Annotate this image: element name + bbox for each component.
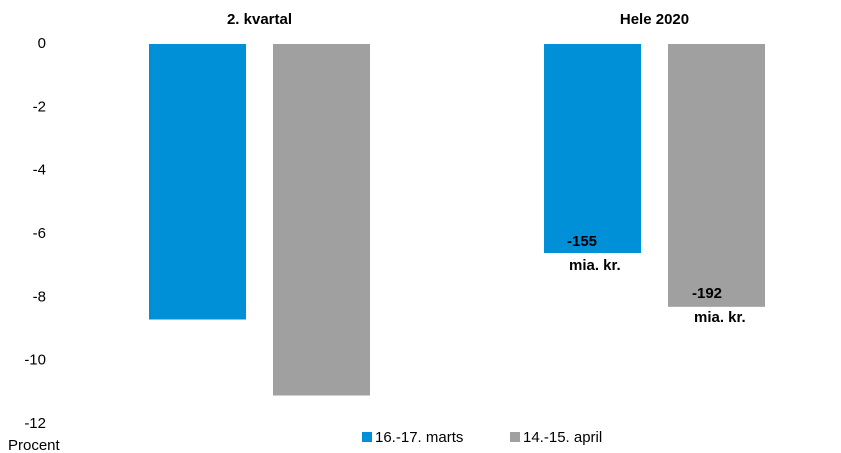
legend-label: 14.-15. april bbox=[523, 429, 602, 446]
annotation: -155 bbox=[567, 233, 597, 250]
bar bbox=[668, 44, 765, 307]
legend-swatch bbox=[362, 432, 372, 442]
legend-label: 16.-17. marts bbox=[375, 429, 463, 446]
annotation: mia. kr. bbox=[694, 309, 746, 326]
category-label: Hele 2020 bbox=[620, 11, 689, 28]
category-label: 2. kvartal bbox=[227, 11, 292, 28]
y-tick-label: -4 bbox=[33, 162, 46, 179]
y-tick-label: -2 bbox=[33, 98, 46, 115]
y-tick-label: -8 bbox=[33, 288, 46, 305]
y-tick-label: -12 bbox=[24, 415, 46, 432]
annotation: -192 bbox=[692, 285, 722, 302]
bar bbox=[273, 44, 370, 396]
bar bbox=[544, 44, 641, 253]
legend-swatch bbox=[510, 432, 520, 442]
annotation: mia. kr. bbox=[569, 257, 621, 274]
y-tick-label: -6 bbox=[33, 225, 46, 242]
y-axis-label: Procent bbox=[8, 437, 61, 453]
y-tick-label: -10 bbox=[24, 352, 46, 369]
bar bbox=[149, 44, 246, 320]
y-tick-label: 0 bbox=[38, 35, 46, 52]
